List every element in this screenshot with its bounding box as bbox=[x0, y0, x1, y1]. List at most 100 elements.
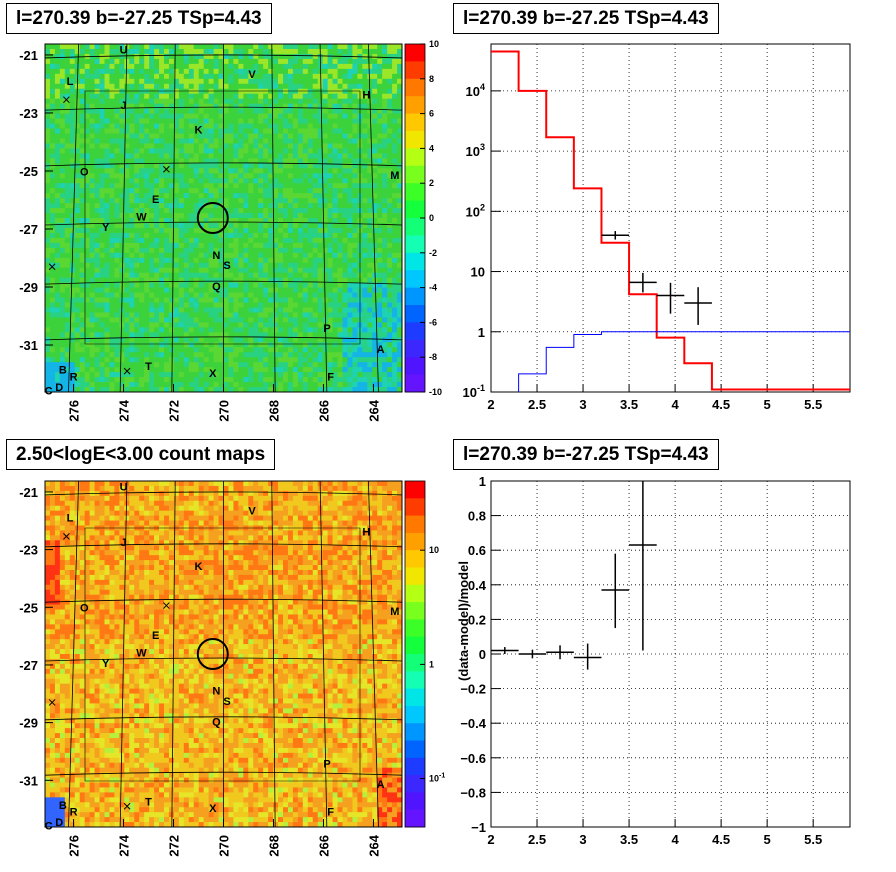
map-pixel bbox=[124, 352, 130, 358]
map-pixel bbox=[193, 367, 200, 373]
map-pixel bbox=[377, 103, 383, 110]
map-pixel bbox=[322, 163, 329, 169]
map-pixel bbox=[307, 128, 314, 134]
map-pixel bbox=[94, 93, 100, 100]
map-pixel bbox=[69, 203, 76, 209]
map-pixel bbox=[377, 232, 383, 239]
map-pixel bbox=[278, 307, 284, 313]
map-pixel bbox=[74, 332, 81, 338]
map-pixel bbox=[168, 153, 175, 159]
map-pixel bbox=[208, 63, 214, 70]
map-pixel bbox=[228, 128, 234, 134]
map-pixel bbox=[248, 108, 254, 114]
map-pixel bbox=[213, 317, 219, 323]
map-pixel bbox=[372, 153, 378, 159]
map-pixel bbox=[263, 377, 269, 383]
map-pixel bbox=[79, 128, 86, 134]
map-pixel bbox=[258, 48, 264, 55]
map-pixel bbox=[144, 53, 150, 60]
map-pixel bbox=[372, 58, 378, 65]
map-pixel bbox=[357, 44, 363, 50]
map-pixel bbox=[317, 337, 324, 343]
map-pixel bbox=[94, 282, 100, 288]
map-pixel bbox=[292, 173, 299, 179]
map-pixel bbox=[283, 153, 289, 159]
map-pixel bbox=[109, 327, 115, 333]
map-pixel bbox=[114, 113, 120, 119]
map-pixel bbox=[337, 327, 343, 333]
map-pixel bbox=[258, 277, 264, 284]
map-pixel bbox=[283, 208, 289, 214]
map-pixel bbox=[114, 242, 120, 249]
map-pixel bbox=[352, 387, 358, 393]
map-pixel bbox=[228, 153, 234, 159]
map-pixel bbox=[317, 267, 324, 274]
map-pixel bbox=[263, 387, 269, 393]
map-pixel bbox=[322, 183, 329, 189]
map-pixel bbox=[84, 138, 91, 144]
map-pixel bbox=[347, 362, 353, 368]
map-pixel bbox=[144, 208, 150, 214]
map-pixel bbox=[367, 48, 373, 55]
map-pixel bbox=[292, 93, 299, 100]
map-pixel bbox=[243, 73, 249, 80]
map-pixel bbox=[292, 307, 299, 313]
map-pixel bbox=[134, 292, 140, 298]
map-pixel bbox=[149, 44, 155, 50]
map-pixel bbox=[119, 317, 125, 323]
map-pixel bbox=[312, 232, 319, 239]
map-pixel bbox=[297, 282, 304, 288]
map-pixel bbox=[352, 173, 358, 179]
map-pixel bbox=[99, 208, 105, 214]
map-pixel bbox=[283, 218, 289, 224]
map-pixel bbox=[218, 108, 224, 114]
map-pixel bbox=[362, 163, 368, 169]
map-pixel bbox=[208, 113, 214, 119]
map-pixel bbox=[124, 93, 130, 100]
map-pixel bbox=[248, 322, 254, 328]
map-pixel bbox=[372, 133, 378, 139]
map-pixel bbox=[292, 282, 299, 288]
map-pixel bbox=[173, 123, 180, 129]
map-pixel bbox=[59, 232, 66, 239]
map-pixel bbox=[178, 347, 185, 353]
map-pixel bbox=[59, 203, 66, 209]
map-pixel bbox=[188, 103, 195, 110]
map-pixel bbox=[193, 327, 200, 333]
map-pixel bbox=[198, 282, 205, 288]
map-pixel bbox=[203, 362, 210, 368]
map-pixel bbox=[188, 367, 195, 373]
map-pixel bbox=[54, 287, 61, 293]
map-pixel bbox=[54, 118, 61, 124]
map-pixel bbox=[134, 242, 140, 249]
map-pixel bbox=[79, 118, 86, 124]
map-pixel bbox=[342, 222, 348, 229]
map-pixel bbox=[228, 138, 234, 144]
map-pixel bbox=[233, 123, 239, 129]
map-pixel bbox=[258, 213, 264, 219]
map-pixel bbox=[198, 183, 205, 189]
map-pixel bbox=[238, 272, 244, 279]
map-pixel bbox=[64, 113, 71, 119]
map-pixel bbox=[64, 78, 71, 85]
map-pixel bbox=[79, 327, 86, 333]
map-pixel bbox=[104, 93, 110, 100]
map-pixel bbox=[248, 227, 254, 234]
map-pixel bbox=[278, 44, 284, 50]
map-pixel bbox=[49, 262, 56, 269]
map-pixel bbox=[372, 113, 378, 119]
map-pixel bbox=[258, 73, 264, 80]
map-pixel bbox=[307, 178, 314, 184]
map-pixel bbox=[203, 267, 210, 274]
map-pixel bbox=[223, 307, 229, 313]
map-pixel bbox=[213, 362, 219, 368]
map-pixel bbox=[248, 302, 254, 308]
map-pixel bbox=[168, 58, 175, 65]
map-pixel bbox=[74, 173, 81, 179]
map-pixel bbox=[69, 73, 76, 80]
map-pixel bbox=[347, 213, 353, 219]
map-pixel bbox=[302, 282, 309, 288]
map-pixel bbox=[248, 327, 254, 333]
map-pixel bbox=[84, 48, 91, 55]
map-pixel bbox=[372, 247, 378, 254]
